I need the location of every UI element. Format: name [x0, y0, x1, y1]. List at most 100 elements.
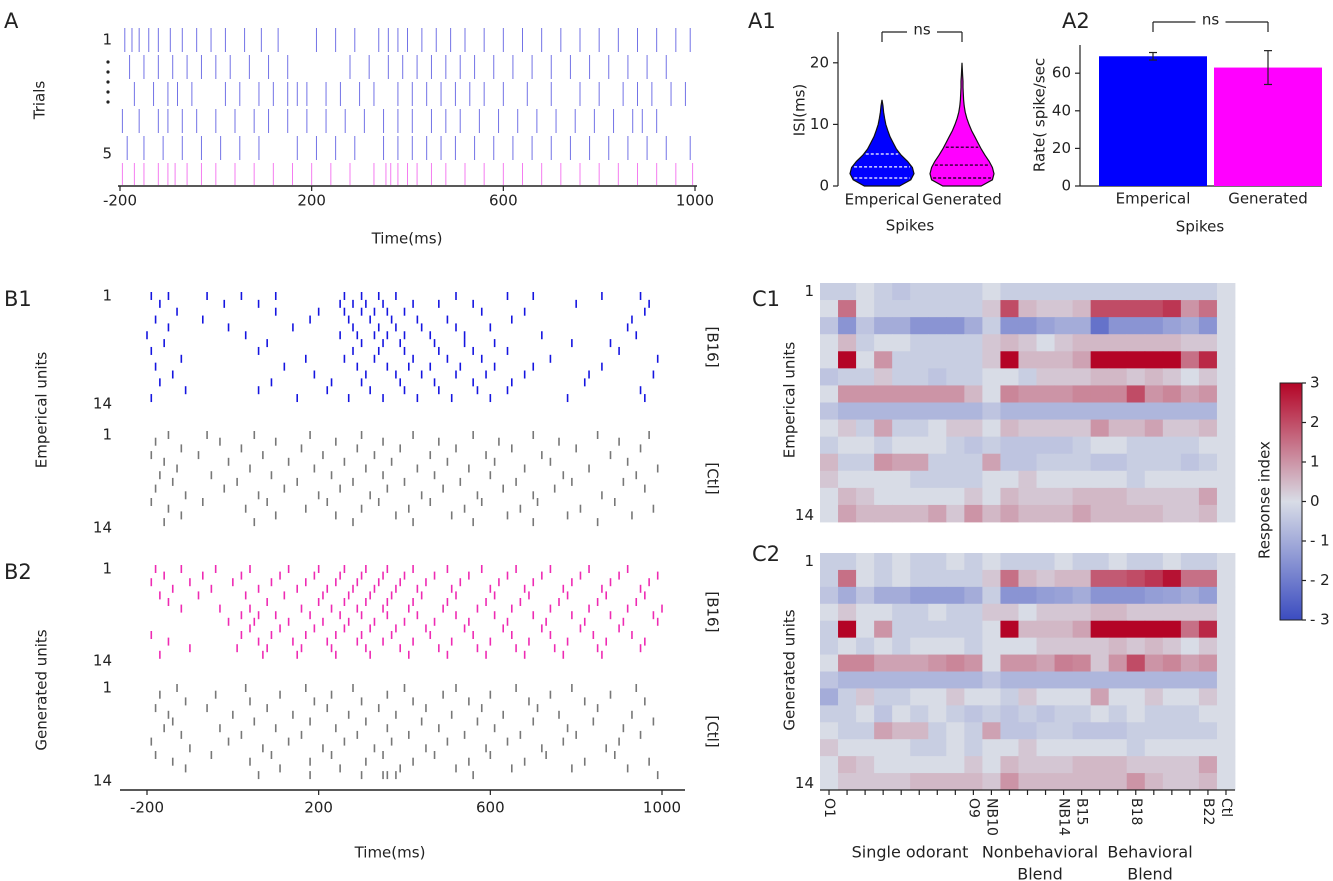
heatmap-cell — [1198, 419, 1218, 438]
heatmap-cell — [946, 351, 965, 369]
heatmap-cell — [1216, 569, 1236, 588]
heatmap-cell — [874, 773, 893, 791]
violin — [849, 99, 915, 187]
heatmap-cell — [1162, 637, 1182, 655]
heatmap-cell — [1054, 385, 1074, 403]
heatmap-cell — [1036, 688, 1055, 706]
colorbar-label: Response index — [1256, 441, 1274, 559]
heatmap-cell — [1144, 470, 1164, 489]
heatmap-cell — [1036, 773, 1055, 791]
heatmap-cell — [1000, 553, 1019, 571]
heatmap-cell — [910, 487, 929, 506]
heatmap-cell — [1090, 470, 1110, 489]
heatmap-cell — [910, 637, 929, 655]
heatmap-cell — [928, 283, 947, 301]
heatmap-cell — [1090, 453, 1110, 472]
heatmap-cell — [1108, 300, 1128, 318]
heatmap-cell — [964, 334, 983, 352]
heatmap-cell — [1072, 283, 1092, 301]
heatmap-cell — [946, 603, 965, 622]
heatmap-cell — [1126, 368, 1146, 386]
heatmap-cell — [1108, 722, 1128, 740]
heatmap-cell — [1216, 586, 1236, 605]
heatmap-cell — [1198, 436, 1218, 455]
heatmap-cell — [820, 553, 839, 571]
heatmap-cell — [1198, 603, 1218, 622]
heatmap-cell — [820, 487, 839, 506]
heatmap-cell — [820, 351, 839, 369]
heatmap-cell — [1000, 756, 1019, 774]
heatmap-cell — [1144, 637, 1164, 655]
heatmap-cell — [928, 654, 947, 672]
x-axis-label: Time(ms) — [354, 844, 426, 862]
heatmap-cell — [1108, 756, 1128, 774]
heatmap-cell — [1180, 553, 1200, 571]
heatmap-cell — [1054, 569, 1074, 588]
heatmap-cell — [1162, 334, 1182, 352]
heatmap-cell — [946, 334, 965, 352]
heatmap-cell — [1054, 739, 1074, 757]
heatmap-cell — [982, 620, 1001, 639]
heatmap-cell — [1072, 688, 1092, 706]
heatmap-cell — [1180, 756, 1200, 774]
colorbar-tick-label: - 3 — [1310, 611, 1330, 629]
heatmap-cell — [964, 300, 983, 318]
heatmap-cell — [1036, 637, 1055, 655]
heatmap-cell — [1054, 756, 1074, 774]
heatmap-cell — [1216, 504, 1236, 523]
heatmap-cell — [856, 739, 875, 757]
heatmap-cell — [874, 436, 893, 455]
block-tag: [Ctl] — [704, 715, 722, 747]
heatmap-cell — [964, 470, 983, 489]
x-tick-label: B18 — [1128, 798, 1144, 825]
heatmap-cell — [874, 453, 893, 472]
colorbar-tick-label: 0 — [1310, 492, 1320, 510]
heatmap-cell — [856, 317, 875, 335]
heatmap-cell — [1162, 317, 1182, 335]
heatmap-cell — [928, 773, 947, 791]
heatmap-cell — [1054, 283, 1074, 301]
heatmap-cell — [856, 553, 875, 571]
heatmap-cell — [820, 470, 839, 489]
heatmap-cell — [1090, 402, 1110, 420]
heatmap-cell — [1126, 385, 1146, 403]
heatmap-cell — [1144, 504, 1164, 523]
heatmap-cell — [982, 756, 1001, 774]
colorbar-tick-label: - 2 — [1310, 571, 1330, 589]
heatmap-cell — [1144, 385, 1164, 403]
heatmap-cell — [1198, 453, 1218, 472]
heatmap-cell — [964, 688, 983, 706]
heatmap-cell — [1036, 654, 1055, 672]
heatmap-cell — [910, 620, 929, 639]
heatmap-cell — [1216, 402, 1236, 420]
heatmap-cell — [1036, 470, 1055, 489]
heatmap-cell — [1090, 436, 1110, 455]
heatmap-cell — [892, 586, 911, 605]
heatmap-cell — [1000, 739, 1019, 757]
heatmap-cell — [1090, 739, 1110, 757]
heatmap-cell — [892, 688, 911, 706]
heatmap-cell — [1018, 487, 1037, 506]
heatmap-cell — [820, 368, 839, 386]
heatmap-cell — [910, 351, 929, 369]
row-label: 14 — [795, 774, 814, 792]
heatmap-cell — [964, 436, 983, 455]
heatmap-cell — [946, 620, 965, 639]
heatmap-cell — [892, 334, 911, 352]
heatmap-cell — [1000, 317, 1019, 335]
heatmap-cell — [892, 773, 911, 791]
heatmap-cell — [838, 603, 857, 622]
heatmap-cell — [1000, 603, 1019, 622]
heatmap-cell — [874, 283, 893, 301]
x-tick-label: NB14 — [1056, 798, 1072, 836]
heatmap-cell — [892, 756, 911, 774]
heatmap-cell — [982, 470, 1001, 489]
heatmap-cell — [982, 351, 1001, 369]
heatmap-cell — [928, 637, 947, 655]
heatmap-cell — [1216, 671, 1236, 689]
x-tick-label: -200 — [103, 192, 137, 210]
heatmap-cell — [820, 504, 839, 523]
heatmap-cell — [838, 368, 857, 386]
x-tick-label: Emperical — [1116, 190, 1191, 208]
group-label: Behavioral — [1107, 843, 1192, 862]
